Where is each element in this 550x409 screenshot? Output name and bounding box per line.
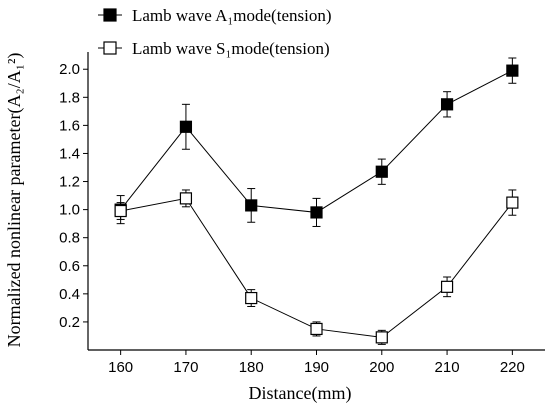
x-tick-label: 180 (239, 359, 264, 376)
y-tick-label: 0.6 (59, 258, 80, 275)
x-tick-label: 190 (304, 359, 329, 376)
data-point (375, 331, 388, 344)
legend-marker (103, 41, 117, 55)
x-tick-label: 210 (435, 359, 460, 376)
axes: 0.2 0.4 0.6 0.8 1.0 1.2 1.4 1.6 1.8 2.0 160 170 180 1… (59, 52, 545, 376)
data-point (245, 199, 258, 212)
x-tick-label: 220 (500, 359, 525, 376)
data-point (506, 196, 519, 209)
data-point (310, 206, 323, 219)
x-tick-label: 160 (108, 359, 133, 376)
y-tick-label: 1.8 (59, 89, 80, 106)
series-layer (114, 57, 519, 345)
series-2 (114, 189, 519, 345)
y-tick-label: 1.4 (59, 145, 80, 162)
series-line (120, 70, 513, 213)
data-point (440, 280, 454, 293)
data-point (245, 291, 258, 305)
x-tick-label: 200 (369, 359, 394, 376)
data-point (506, 64, 519, 77)
y-tick-label: 1.2 (59, 174, 80, 191)
data-point (179, 120, 193, 133)
legend-label: Lamb wave S₁mode(tension) (132, 39, 330, 58)
y-tick-label: 0.8 (59, 230, 80, 247)
y-tick-label: 1.0 (59, 202, 80, 219)
y-tick-label: 0.2 (59, 314, 80, 331)
legend-item-1: Lamb wave A₁mode(tension) (98, 6, 331, 25)
y-tick-label: 2.0 (59, 61, 80, 78)
data-point (440, 98, 454, 111)
y-axis-label: Normalized nonlinear parameter(A₂/A₁²) (4, 53, 25, 348)
x-tick-label: 170 (173, 359, 198, 376)
data-point (179, 192, 193, 205)
data-point (310, 322, 323, 336)
legend: Lamb wave A₁mode(tension) Lamb wave S₁mod… (98, 6, 331, 58)
legend-item-2: Lamb wave S₁mode(tension) (98, 39, 330, 58)
data-point (114, 204, 127, 218)
x-axis-label: Distance(mm) (249, 383, 352, 404)
y-tick-label: 1.6 (59, 117, 80, 134)
legend-marker (103, 8, 117, 22)
legend-label: Lamb wave A₁mode(tension) (132, 6, 331, 25)
series-1 (114, 57, 519, 227)
y-tick-label: 0.4 (59, 286, 80, 303)
data-point (375, 165, 388, 178)
